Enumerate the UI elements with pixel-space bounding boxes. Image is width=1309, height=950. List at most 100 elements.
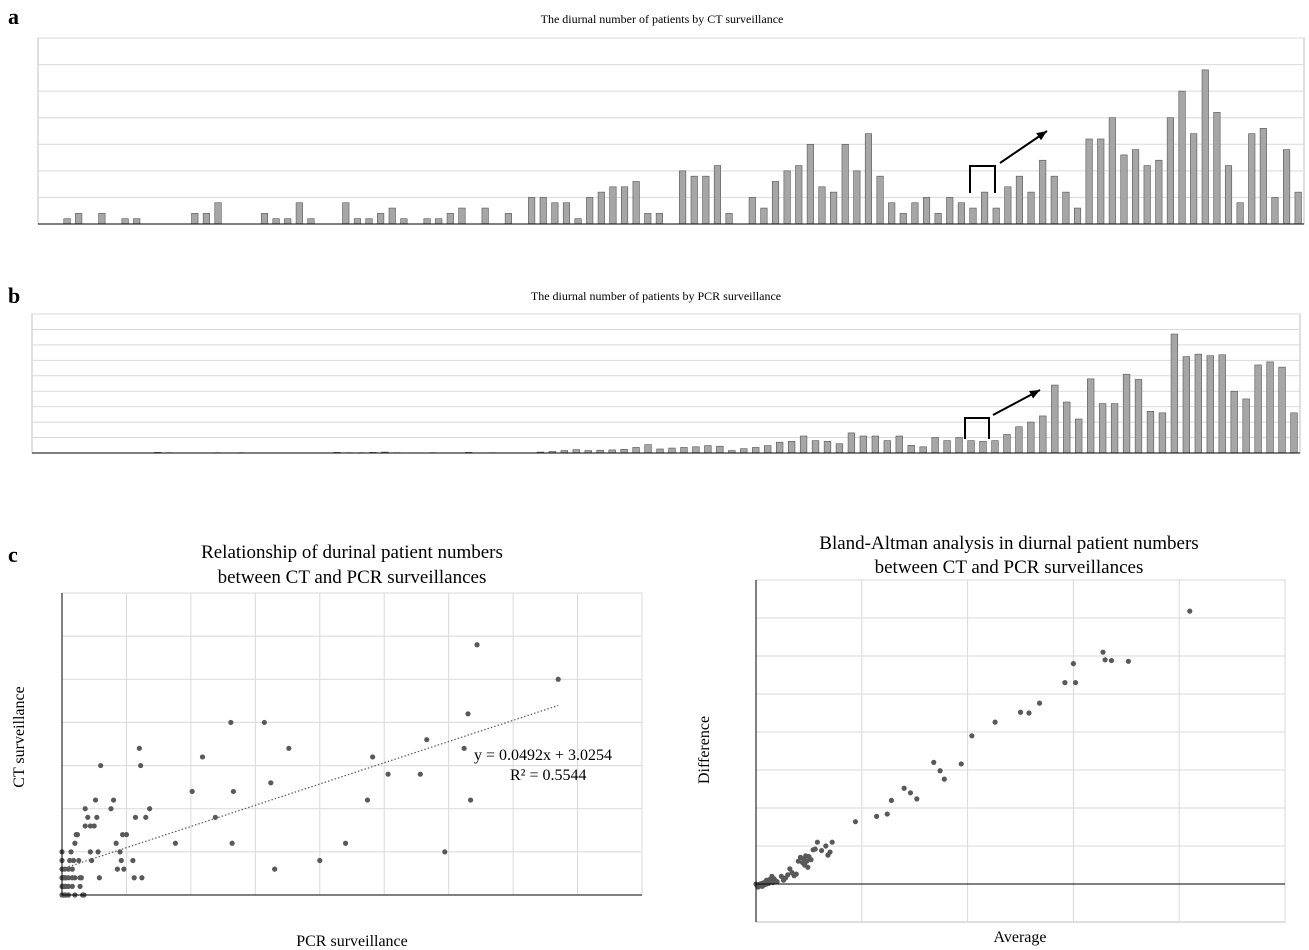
- bar: [1097, 138, 1105, 225]
- scatter-point: [1108, 657, 1115, 664]
- scatter-point: [268, 780, 274, 786]
- bar: [1155, 159, 1163, 225]
- bar: [1230, 390, 1238, 454]
- bar: [572, 449, 580, 454]
- scatter-point: [130, 857, 136, 864]
- bar: [991, 440, 999, 454]
- bar: [1085, 138, 1093, 225]
- scatter-point: [931, 759, 937, 766]
- bar: [63, 218, 71, 225]
- bar: [388, 207, 396, 225]
- annotation-arrow-head: [1029, 390, 1040, 399]
- bar: [760, 207, 768, 225]
- chart-a-title: The diurnal number of patients by CT sur…: [541, 12, 784, 26]
- scatter-point: [814, 839, 820, 845]
- scatter-point: [370, 754, 376, 760]
- bar: [922, 197, 931, 225]
- annotation-bracket: [964, 417, 990, 439]
- bar: [1039, 159, 1047, 225]
- scatter-point: [795, 858, 801, 864]
- bar: [1170, 333, 1179, 454]
- scatter-point: [87, 849, 93, 855]
- trendline: [61, 704, 559, 870]
- bar: [806, 143, 814, 225]
- bar: [1015, 426, 1023, 454]
- trendline-r-squared: R² = 0.5544: [510, 767, 587, 784]
- scatter-point: [91, 823, 97, 829]
- bar: [899, 213, 907, 225]
- bar: [1004, 186, 1012, 225]
- scatter-point: [65, 866, 72, 872]
- bar: [1294, 191, 1302, 225]
- scatter-point: [969, 733, 975, 739]
- chart-d-title-line-1: Bland-Altman analysis in diurnal patient…: [819, 533, 1198, 554]
- bar: [632, 447, 640, 454]
- scatter-point: [1102, 657, 1108, 663]
- bar: [1132, 149, 1140, 225]
- scatter-point: [94, 814, 100, 820]
- plot-area-border: [31, 313, 1301, 454]
- bar: [1062, 191, 1070, 225]
- scatter-point: [937, 768, 943, 774]
- scatter-point: [74, 832, 81, 838]
- bar: [859, 435, 868, 454]
- bar: [655, 213, 663, 225]
- bar: [783, 170, 791, 225]
- bar: [539, 197, 547, 225]
- bar: [620, 186, 629, 225]
- chart-d-x-axis-title: Average: [994, 929, 1047, 946]
- scatter-point: [229, 840, 235, 846]
- bar: [1266, 361, 1274, 454]
- chart-c-y-axis-title: CT surveillance: [11, 686, 28, 787]
- scatter-point: [82, 806, 88, 812]
- bar: [446, 213, 454, 225]
- bar: [775, 441, 784, 454]
- bar: [586, 197, 594, 225]
- bar: [955, 437, 963, 454]
- scatter-point: [98, 762, 104, 769]
- bar: [1110, 403, 1119, 454]
- scatter-point: [143, 814, 149, 820]
- bar: [400, 218, 408, 225]
- bar: [680, 447, 688, 454]
- bar: [1003, 434, 1011, 454]
- bar: [787, 440, 796, 454]
- scatter-point: [417, 771, 423, 777]
- bar: [1166, 117, 1174, 225]
- scatter-point: [92, 797, 99, 803]
- bar: [307, 218, 315, 225]
- scatter-point: [147, 806, 153, 812]
- bar: [981, 191, 989, 225]
- bar: [1283, 149, 1291, 225]
- bar: [75, 213, 83, 225]
- bar: [458, 207, 466, 225]
- correlation-scatter-chart: Relationship of durinal patient numbers …: [11, 542, 643, 950]
- scatter-point: [1125, 658, 1132, 664]
- scatter-point: [385, 771, 391, 777]
- bar: [883, 440, 891, 454]
- scatter-point: [465, 711, 471, 717]
- bar: [1278, 366, 1286, 454]
- scatter-point: [442, 849, 448, 855]
- scatter-point: [117, 849, 123, 855]
- scatter-point: [76, 857, 82, 864]
- bar: [876, 175, 884, 225]
- bar: [609, 186, 617, 225]
- scatter-point: [1036, 700, 1043, 706]
- scatter-point: [131, 875, 137, 881]
- bar: [1027, 191, 1035, 225]
- bar: [1027, 421, 1035, 454]
- panel-label-c: c: [8, 542, 18, 567]
- scatter-point: [118, 857, 124, 864]
- bar: [888, 202, 896, 225]
- bar: [811, 440, 820, 454]
- scatter-point: [82, 823, 88, 829]
- bar: [528, 197, 536, 225]
- scatter-point: [342, 840, 349, 846]
- scatter-point: [110, 797, 117, 803]
- chart-c-title-line-2: between CT and PCR surveillances: [218, 567, 487, 588]
- bar: [748, 197, 756, 225]
- bar: [679, 170, 687, 225]
- bar: [435, 218, 443, 225]
